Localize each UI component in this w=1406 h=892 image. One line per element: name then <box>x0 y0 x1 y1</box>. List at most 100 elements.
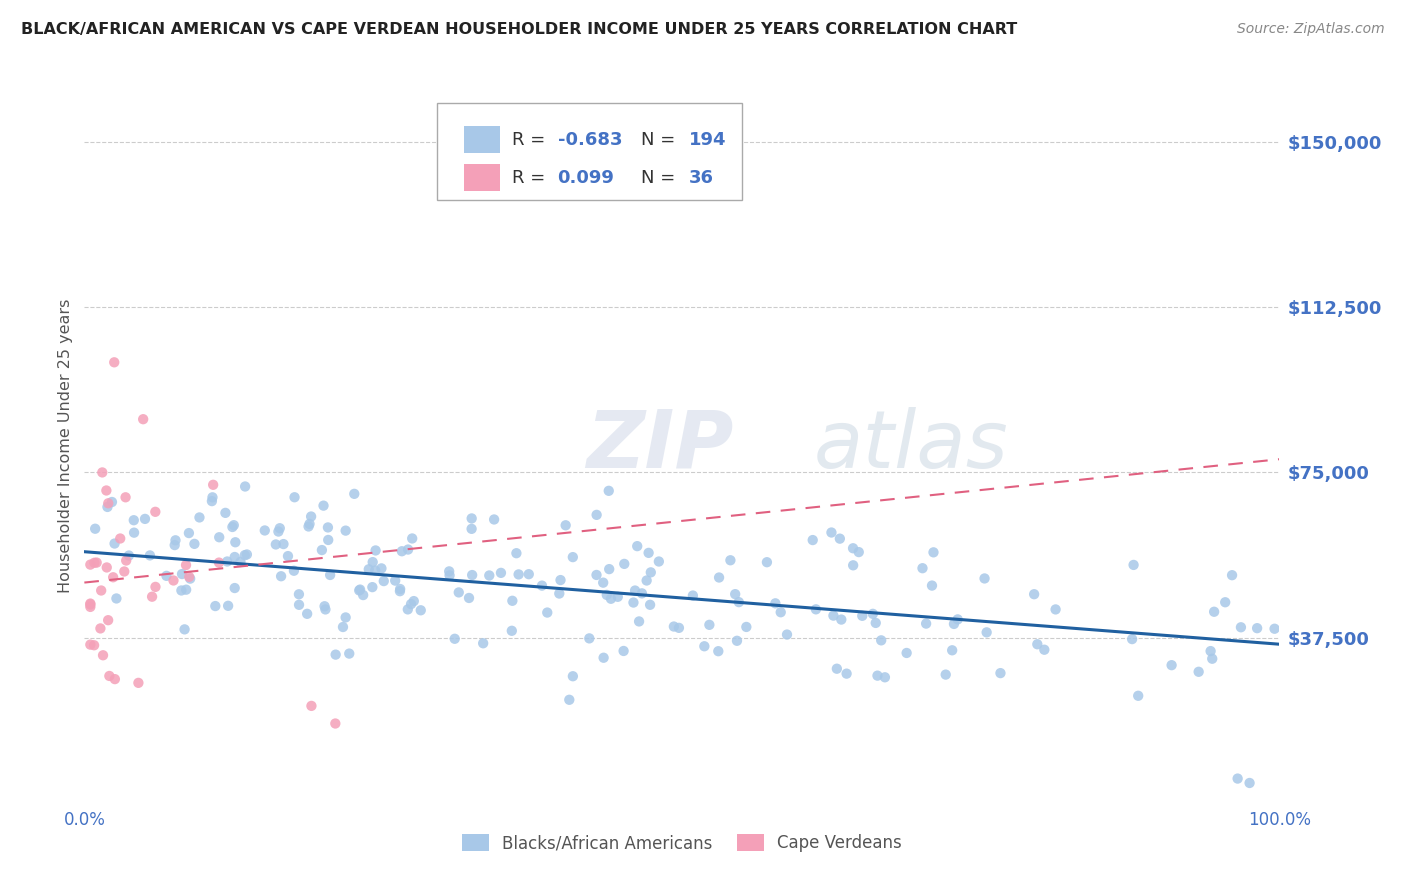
Point <box>183 537 205 551</box>
Point <box>79 638 101 652</box>
Point <box>501 594 523 608</box>
Point <box>558 693 581 707</box>
Point <box>478 568 501 582</box>
Point <box>139 549 162 563</box>
Point <box>606 590 628 604</box>
Point <box>202 477 225 491</box>
Point <box>439 568 461 582</box>
Point <box>132 412 155 426</box>
Point <box>637 546 659 560</box>
Point <box>165 533 187 548</box>
Point <box>396 602 419 616</box>
Point <box>384 574 406 588</box>
Point <box>851 608 873 623</box>
Text: N =: N = <box>641 131 675 149</box>
Point <box>460 522 482 536</box>
Point <box>536 606 558 620</box>
Point <box>145 580 167 594</box>
Point <box>613 557 636 571</box>
Point <box>201 491 224 505</box>
Point <box>277 549 299 563</box>
Point <box>299 509 322 524</box>
Point <box>396 542 419 557</box>
Point <box>273 537 295 551</box>
Text: R =: R = <box>512 131 546 149</box>
Point <box>990 666 1012 681</box>
FancyBboxPatch shape <box>464 164 501 191</box>
Point <box>388 584 411 599</box>
Point <box>141 590 163 604</box>
Point <box>112 565 135 579</box>
Point <box>862 607 884 621</box>
Point <box>91 648 114 663</box>
Point <box>866 668 889 682</box>
Point <box>301 698 323 713</box>
Point <box>122 525 145 540</box>
Point <box>921 578 943 592</box>
Point <box>548 586 571 600</box>
FancyBboxPatch shape <box>437 103 742 200</box>
Point <box>830 613 852 627</box>
Point <box>361 580 384 594</box>
Point <box>229 555 252 569</box>
Point <box>769 605 792 619</box>
Point <box>489 566 512 580</box>
Point <box>409 603 432 617</box>
Point <box>101 495 124 509</box>
Point <box>1230 620 1253 634</box>
Point <box>640 566 662 580</box>
Point <box>801 533 824 547</box>
Point <box>174 582 197 597</box>
Point <box>631 586 654 600</box>
Point <box>79 558 101 572</box>
Point <box>638 598 661 612</box>
Point <box>896 646 918 660</box>
Point <box>600 591 623 606</box>
Point <box>755 555 778 569</box>
Point <box>83 638 105 652</box>
Y-axis label: Householder Income Under 25 years: Householder Income Under 25 years <box>58 299 73 593</box>
Point <box>482 512 505 526</box>
Point <box>174 558 197 572</box>
Point <box>447 585 470 599</box>
Point <box>89 622 111 636</box>
Point <box>472 636 495 650</box>
Point <box>91 466 114 480</box>
Point <box>668 621 690 635</box>
FancyBboxPatch shape <box>464 127 501 153</box>
Point <box>823 608 845 623</box>
Point <box>976 625 998 640</box>
Point <box>682 589 704 603</box>
Point <box>636 574 658 588</box>
Point <box>1264 622 1286 636</box>
Point <box>508 567 530 582</box>
Point <box>865 615 887 630</box>
Point <box>842 541 865 556</box>
Point <box>598 483 620 498</box>
Point <box>1026 637 1049 651</box>
Point <box>79 599 101 614</box>
Point <box>364 564 387 578</box>
Point <box>628 615 651 629</box>
Point <box>118 549 141 563</box>
Point <box>143 505 166 519</box>
Point <box>517 567 540 582</box>
Point <box>104 672 127 686</box>
Point <box>1213 595 1236 609</box>
Point <box>364 543 387 558</box>
Point <box>83 556 105 570</box>
Point <box>314 602 336 616</box>
Point <box>1246 621 1268 635</box>
Point <box>613 644 636 658</box>
Point <box>283 490 305 504</box>
Point <box>269 521 291 535</box>
Point <box>79 597 101 611</box>
Point <box>501 624 523 638</box>
Point <box>561 550 583 565</box>
Point <box>623 595 645 609</box>
Point <box>402 594 425 608</box>
Point <box>222 518 245 533</box>
Text: ZIP: ZIP <box>586 407 734 485</box>
Text: 36: 36 <box>689 169 714 186</box>
Point <box>127 676 149 690</box>
